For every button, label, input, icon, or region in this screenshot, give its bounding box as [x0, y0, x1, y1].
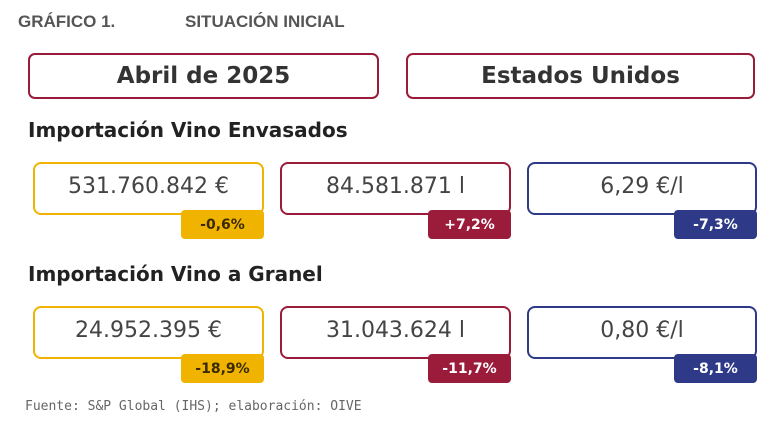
section-title: Importación Vino Envasados	[28, 118, 348, 142]
metric-card: 0,80 €/l	[527, 306, 757, 359]
metric-card: 6,29 €/l	[527, 162, 757, 215]
change-badge: -7,3%	[674, 210, 757, 239]
metric-card: 84.581.871 l	[280, 162, 511, 215]
metric-card: 31.043.624 l	[280, 306, 511, 359]
figure-title: SITUACIÓN INICIAL	[185, 12, 345, 31]
change-badge: -11,7%	[428, 354, 511, 383]
section-title: Importación Vino a Granel	[28, 262, 323, 286]
change-badge: -18,9%	[181, 354, 264, 383]
metric-card: 531.760.842 €	[33, 162, 264, 215]
country-box: Estados Unidos	[406, 53, 755, 99]
period-box: Abril de 2025	[28, 53, 379, 99]
change-badge: -0,6%	[181, 210, 264, 239]
metric-card: 24.952.395 €	[33, 306, 264, 359]
change-badge: -8,1%	[674, 354, 757, 383]
change-badge: +7,2%	[428, 210, 511, 239]
figure-label: GRÁFICO 1.	[18, 12, 116, 31]
source-note: Fuente: S&P Global (IHS); elaboración: O…	[25, 399, 362, 414]
